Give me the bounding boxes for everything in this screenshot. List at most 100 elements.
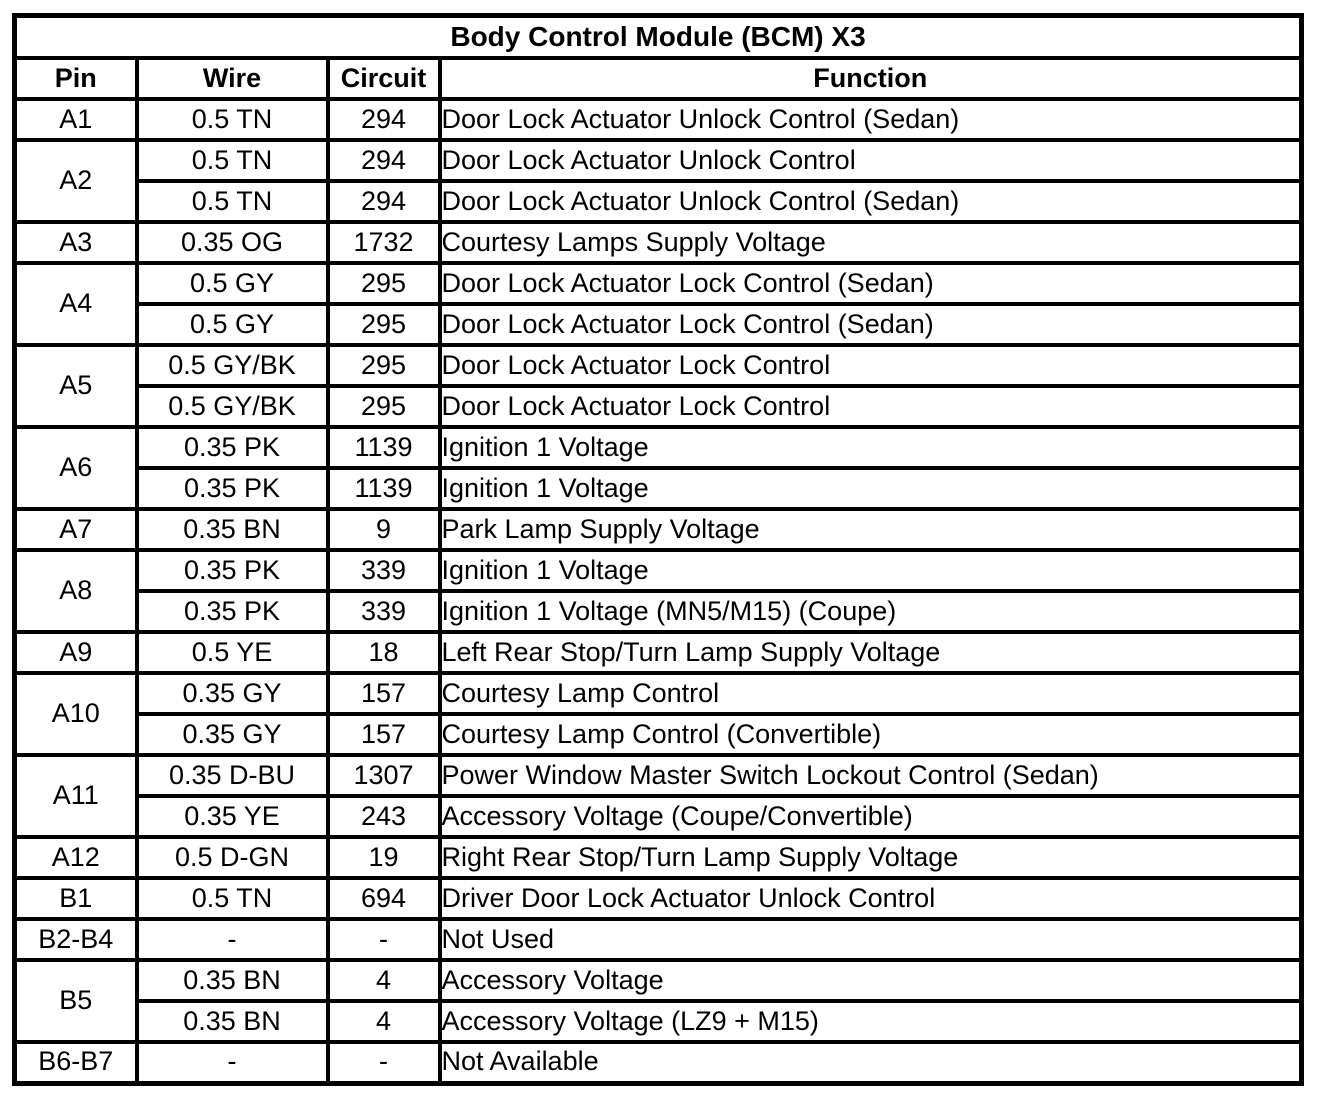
table-row: B1 0.5 TN 694 Driver Door Lock Actuator Unl… — [12, 876, 1304, 921]
column-header-function: Function — [437, 56, 1304, 101]
wire-cell: 0.35 BN — [134, 507, 330, 552]
circuit-cell: 243 — [325, 794, 442, 839]
pin-cell: B5 — [12, 958, 139, 1044]
circuit-cell: 157 — [325, 671, 442, 716]
circuit-cell: 294 — [325, 138, 442, 183]
bcm-pinout-table: Body Control Module (BCM) X3 Pin Wire Circ… — [12, 13, 1304, 1086]
table-row: A7 0.35 BN 9 Park Lamp Supply Voltage — [12, 507, 1304, 552]
circuit-cell: 1732 — [325, 220, 442, 265]
pin-cell: A11 — [12, 753, 139, 839]
function-cell: Not Used — [437, 917, 1304, 962]
wire-cell: 0.35 OG — [134, 220, 330, 265]
table-row: 0.35 PK 1139 Ignition 1 Voltage — [15, 466, 1304, 511]
table-row: A9 0.5 YE 18 Left Rear Stop/Turn Lamp Suppl… — [12, 630, 1304, 675]
function-cell: Ignition 1 Voltage — [437, 425, 1304, 470]
table-row: 0.5 GY/BK 295 Door Lock Actuator Lock Cont… — [15, 384, 1304, 429]
function-cell: Power Window Master Switch Lockout Contr… — [437, 753, 1304, 798]
pin-cell: B6-B7 — [12, 1040, 139, 1085]
function-cell: Courtesy Lamp Control — [437, 671, 1304, 716]
circuit-cell: 9 — [325, 507, 442, 552]
function-cell: Accessory Voltage (LZ9 + M15) — [437, 999, 1304, 1044]
column-header-circuit: Circuit — [325, 56, 442, 101]
table-row: A3 0.35 OG 1732 Courtesy Lamps Supply Volta… — [12, 220, 1304, 265]
wire-cell: - — [134, 917, 330, 962]
pin-cell: A5 — [12, 343, 139, 429]
table-row: 0.35 PK 339 Ignition 1 Voltage (MN5/M15) (… — [15, 589, 1304, 634]
table-row: A6 0.35 PK 1139 Ignition 1 Voltage — [12, 425, 1304, 511]
wire-cell: - — [134, 1040, 330, 1085]
pin-cell: A7 — [12, 507, 139, 552]
circuit-cell: 295 — [325, 261, 442, 306]
table-row: 0.5 TN 294 Door Lock Actuator Unlock Contr… — [15, 179, 1304, 224]
function-cell: Left Rear Stop/Turn Lamp Supply Voltage — [437, 630, 1304, 675]
circuit-cell: 1139 — [325, 425, 442, 470]
function-cell: Ignition 1 Voltage (MN5/M15) (Coupe) — [437, 589, 1304, 634]
column-header-pin: Pin — [12, 56, 139, 101]
table-row: 0.35 GY 157 Courtesy Lamp Control (Convert… — [15, 712, 1304, 757]
table-row: A1 0.5 TN 294 Door Lock Actuator Unlock Con… — [12, 97, 1304, 142]
wire-cell: 0.5 TN — [134, 179, 330, 224]
function-cell: Accessory Voltage — [437, 958, 1304, 1003]
table-row: B6-B7- - Not Available — [12, 1040, 1304, 1085]
table-row: A10 0.35 GY 157 Courtesy Lamp Control — [12, 671, 1304, 757]
circuit-cell: 18 — [325, 630, 442, 675]
circuit-cell: 339 — [325, 589, 442, 634]
circuit-cell: 294 — [325, 179, 442, 224]
circuit-cell: 157 — [325, 712, 442, 757]
pin-cell: A1 — [12, 97, 139, 142]
pin-cell: A2 — [12, 138, 139, 224]
circuit-cell: 1307 — [325, 753, 442, 798]
table-row: A4 0.5 GY 295 Door Lock Actuator Lock Contr… — [12, 261, 1304, 347]
pin-cell: A8 — [12, 548, 139, 634]
table-row: A12 0.5 D-GN 19 Right Rear Stop/Turn Lamp S… — [12, 835, 1304, 880]
table-row: 0.35 YE 243 Accessory Voltage (Coupe/Conve… — [15, 794, 1304, 839]
function-cell: Accessory Voltage (Coupe/Convertible) — [437, 794, 1304, 839]
table-row: A11 0.35 D-BU 1307 Power Window Master Swit… — [12, 753, 1304, 839]
wire-cell: 0.35 PK — [134, 589, 330, 634]
table-row: B2-B4- - Not Used — [12, 917, 1304, 962]
wire-cell: 0.5 TN — [134, 97, 330, 142]
function-cell: Courtesy Lamp Control (Convertible) — [437, 712, 1304, 757]
wire-cell: 0.5 GY — [134, 302, 330, 347]
column-header-wire: Wire — [134, 56, 330, 101]
pin-cell: A6 — [12, 425, 139, 511]
wire-cell: 0.35 BN — [134, 958, 330, 1003]
wire-cell: 0.5 GY — [134, 261, 330, 306]
function-cell: Door Lock Actuator Unlock Control — [437, 138, 1304, 183]
function-cell: Driver Door Lock Actuator Unlock Control — [437, 876, 1304, 921]
table-row: A8 0.35 PK 339 Ignition 1 Voltage — [12, 548, 1304, 634]
circuit-cell: 295 — [325, 343, 442, 388]
circuit-cell: - — [325, 1040, 442, 1085]
function-cell: Door Lock Actuator Lock Control (Sedan) — [437, 261, 1304, 306]
wire-cell: 0.5 D-GN — [134, 835, 330, 880]
table-row: B5 0.35 BN 4 Accessory Voltage — [12, 958, 1304, 1044]
table-row: 0.5 GY 295 Door Lock Actuator Lock Control… — [15, 302, 1304, 347]
pin-cell: A12 — [12, 835, 139, 880]
pin-cell: A9 — [12, 630, 139, 675]
function-cell: Door Lock Actuator Lock Control — [437, 384, 1304, 429]
wire-cell: 0.35 BN — [134, 999, 330, 1044]
circuit-cell: 295 — [325, 384, 442, 429]
table-title: Body Control Module (BCM) X3 — [12, 13, 1304, 60]
circuit-cell: 19 — [325, 835, 442, 880]
table-row: A2 0.5 TN 294 Door Lock Actuator Unlock Con… — [12, 138, 1304, 224]
function-cell: Not Available — [437, 1040, 1304, 1085]
wire-cell: 0.35 PK — [134, 466, 330, 511]
circuit-cell: 339 — [325, 548, 442, 593]
pin-cell: B1 — [12, 876, 139, 921]
wire-cell: 0.5 GY/BK — [134, 343, 330, 388]
circuit-cell: 4 — [325, 999, 442, 1044]
wire-cell: 0.35 PK — [134, 425, 330, 470]
wire-cell: 0.5 YE — [134, 630, 330, 675]
function-cell: Door Lock Actuator Lock Control — [437, 343, 1304, 388]
function-cell: Door Lock Actuator Unlock Control (Sedan… — [437, 97, 1304, 142]
table-row: A5 0.5 GY/BK 295 Door Lock Actuator Lock Co… — [12, 343, 1304, 429]
wire-cell: 0.35 GY — [134, 671, 330, 716]
function-cell: Ignition 1 Voltage — [437, 548, 1304, 593]
wire-cell: 0.35 PK — [134, 548, 330, 593]
pin-cell: B2-B4 — [12, 917, 139, 962]
function-cell: Courtesy Lamps Supply Voltage — [437, 220, 1304, 265]
wire-cell: 0.35 YE — [134, 794, 330, 839]
circuit-cell: - — [325, 917, 442, 962]
